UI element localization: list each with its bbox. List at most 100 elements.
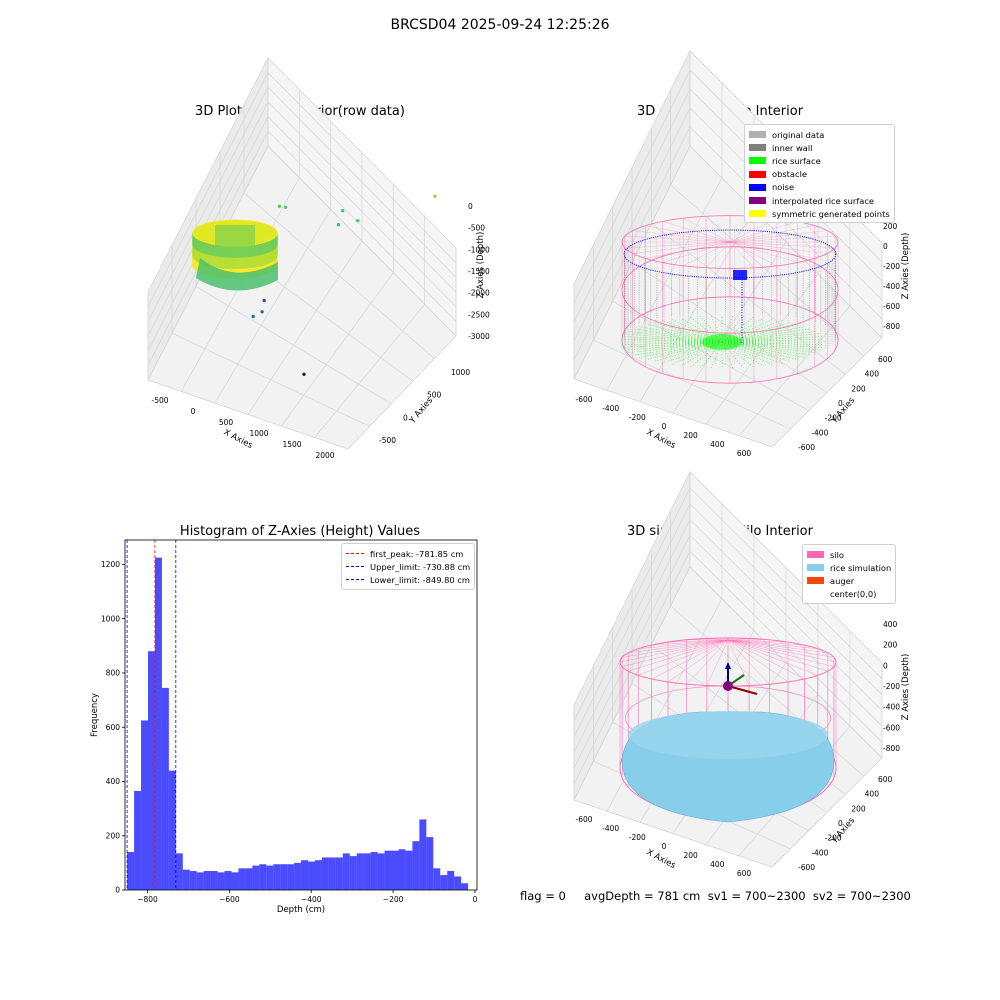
z-tick-label: -2000: [468, 289, 490, 298]
histogram-legend: first_peak: -781.85 cm Upper_limit: -730…: [341, 543, 476, 590]
silo-wire: [651, 639, 729, 646]
rice-surface-points: [721, 317, 764, 343]
histogram-bar: [447, 871, 455, 890]
silo-wire: [729, 235, 836, 243]
grid-line: [281, 272, 394, 427]
y-tick-label: 200: [851, 384, 866, 393]
y-axis-label: Frequency: [90, 693, 100, 737]
grid-line: [147, 72, 457, 307]
z-tick-label: 200: [883, 222, 898, 231]
x-tick-label: 400: [710, 440, 725, 449]
grid-line: [573, 487, 883, 721]
silo-wire: [667, 639, 729, 683]
z-tick-label: -500: [468, 224, 485, 233]
silo-wire: [729, 225, 815, 243]
grid-line: [214, 209, 331, 404]
y-tick-label: 1200: [101, 560, 120, 569]
rice-surface-points: [619, 338, 723, 343]
histogram-plot: −800 −600 −400 −200 0 0 200 400 600 800 1000 1200 De…: [90, 539, 478, 915]
histogram-bar: [238, 868, 246, 890]
x-tick-label: −800: [137, 895, 158, 904]
histogram-bar: [433, 868, 441, 890]
z-tick-label: -600: [883, 723, 900, 732]
y-tick-label: 400: [865, 370, 880, 379]
silo-wire: [729, 241, 798, 263]
rice-surface-points: [721, 341, 820, 351]
auger-axis-x: [727, 685, 758, 695]
raw-data-point: [341, 209, 345, 213]
grid-line: [147, 130, 457, 366]
raw-data-point: [277, 204, 282, 208]
x-axis-label: X Axies: [645, 427, 678, 451]
silo-wire: [727, 639, 789, 683]
z-tick-label: -1500: [468, 267, 490, 276]
z-axis-label: Z Axies (Depth): [476, 232, 486, 299]
histogram-bar: [217, 872, 225, 890]
y-tick-label: -200: [825, 834, 842, 843]
z-axis-label: Z Axies (Depth): [901, 654, 911, 721]
y-tick-label: 200: [106, 831, 121, 840]
raw-data-3d-plot: -500 0 500 1000 1500 2000 -500 0 500 1000 0 -500 -10…: [147, 57, 490, 460]
z-tick-label: -200: [883, 262, 900, 271]
histogram-bar: [419, 819, 427, 890]
grid-line: [573, 503, 883, 737]
legend-label: silo: [830, 549, 845, 560]
silo-wire: [651, 639, 729, 680]
legend-label: noise: [772, 182, 795, 193]
rice-surface-points: [721, 341, 799, 360]
grid-line: [314, 304, 425, 438]
y-tick-label: 1000: [101, 614, 120, 623]
z-tick-label: -200: [883, 682, 900, 691]
silo-wire: [632, 241, 731, 254]
silo-wire: [638, 639, 729, 649]
legend-label: inner wall: [772, 142, 813, 153]
silo-wire: [624, 235, 731, 243]
rice-surface-points: [721, 333, 820, 343]
histogram-bar: [280, 864, 288, 890]
x-tick-label: -200: [629, 833, 646, 842]
legend-item-inner-wall: inner wall: [749, 141, 890, 154]
simulation-3d-plot: -600 -400 -200 0 200 400 600 -600 -400 -200 0 200 40…: [573, 471, 911, 878]
classify-3d-plot: -600 -400 -200 0 200 400 600 -600 -400 -200 0 200 40…: [573, 50, 911, 458]
legend-item-lower-limit: Lower_limit: -849.80 cm: [346, 573, 470, 586]
histogram-bar: [335, 857, 343, 890]
silo-wire: [632, 230, 731, 243]
histogram-bar: [342, 853, 350, 890]
rice-surface-points: [700, 341, 723, 368]
silo-ring: [621, 296, 839, 384]
y-tick-label: 1000: [451, 368, 470, 377]
histogram-bar: [405, 850, 413, 890]
x-tick-label: -200: [629, 413, 646, 422]
rice-surface-points: [624, 341, 723, 351]
legend-label: Lower_limit: -849.80 cm: [370, 574, 470, 585]
silo-wire: [662, 241, 731, 263]
x-tick-label: 500: [219, 418, 234, 427]
z-tick-label: -1000: [468, 245, 490, 254]
floor-pane: [147, 145, 457, 450]
histogram-bar: [266, 865, 274, 890]
x-tick-label: 200: [684, 851, 699, 860]
raw-data-point: [302, 372, 306, 376]
histogram-bar: [308, 861, 315, 890]
histogram-bar: [440, 875, 448, 890]
x-tick-label: 1500: [282, 440, 301, 449]
silo-wire: [729, 241, 755, 268]
silo-wire: [706, 639, 729, 686]
raw-data-point: [260, 310, 264, 314]
x-tick-label: 400: [710, 860, 725, 869]
histogram-bar: [287, 864, 295, 890]
silo-wire: [727, 639, 834, 667]
legend-label: original data: [772, 129, 825, 140]
silo-wire: [727, 638, 750, 641]
x-tick-label: 0: [662, 842, 667, 851]
silo-wire: [645, 225, 731, 243]
rice-surface-points: [721, 326, 806, 343]
grid-line: [573, 107, 883, 342]
status-line: flag = 0 avgDepth = 781 cm sv1 = 700~230…: [520, 889, 911, 903]
x-tick-label: −400: [301, 895, 322, 904]
x-tick-label: -600: [575, 815, 592, 824]
legend-item-rice-surface: rice surface: [749, 154, 890, 167]
y-tick-label: -400: [811, 428, 828, 437]
histogram-bar: [141, 720, 148, 890]
